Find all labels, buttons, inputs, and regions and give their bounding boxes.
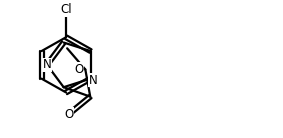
Text: Cl: Cl	[60, 3, 72, 16]
Text: N: N	[89, 74, 97, 87]
Text: O: O	[75, 63, 84, 76]
Text: O: O	[64, 108, 73, 121]
Text: N: N	[43, 58, 52, 71]
